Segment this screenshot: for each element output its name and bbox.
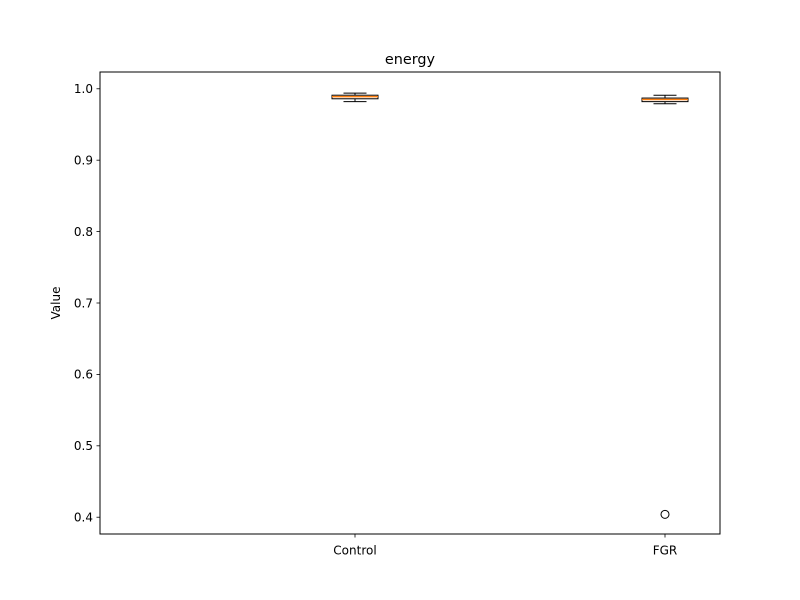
y-tick-label: 0.7: [74, 296, 93, 310]
x-tick-label: Control: [333, 544, 376, 558]
y-axis-label: Value: [49, 287, 63, 320]
box-fgr: [641, 94, 689, 519]
y-tick-label: 0.6: [74, 368, 93, 382]
box-control: [331, 92, 379, 103]
outlier-point: [660, 509, 670, 519]
chart-title: energy: [385, 52, 436, 68]
y-tick-label: 0.9: [74, 153, 93, 167]
box-plot-series: [331, 92, 689, 519]
y-tick-label: 0.5: [74, 439, 93, 453]
x-tick-label: FGR: [653, 544, 678, 558]
y-axis: 0.4 0.5 0.6 0.7 0.8 0.9 1.0: [74, 82, 100, 525]
x-axis: Control FGR: [333, 534, 677, 558]
y-tick-label: 0.8: [74, 225, 93, 239]
y-tick-label: 0.4: [74, 511, 93, 525]
plot-area-frame: [99, 71, 721, 535]
y-tick-label: 1.0: [74, 82, 93, 96]
